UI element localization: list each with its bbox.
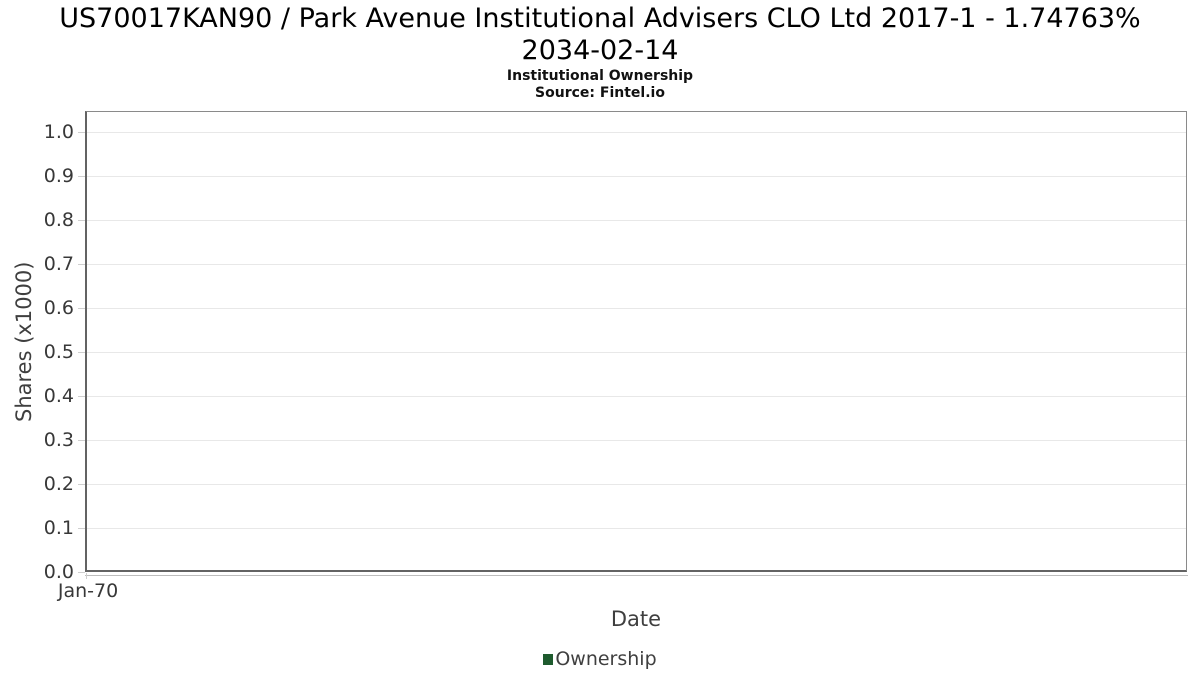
y-tick-mark: [78, 440, 85, 441]
y-tick-label: 0.3: [43, 429, 74, 451]
y-tick-label: 0.0: [43, 561, 74, 583]
chart-title-line1: US70017KAN90 / Park Avenue Institutional…: [59, 3, 1141, 34]
y-tick-mark: [78, 132, 85, 133]
y-gridline: [87, 176, 1186, 177]
y-tick-label: 0.9: [43, 165, 74, 187]
plot-area: [85, 111, 1187, 572]
y-tick-label: 1.0: [43, 121, 74, 143]
legend-label-ownership: Ownership: [555, 648, 657, 670]
y-gridline: [87, 396, 1186, 397]
x-tick-mark: [86, 573, 87, 579]
y-tick-mark: [78, 308, 85, 309]
legend: Ownership: [0, 646, 1200, 672]
y-tick-label: 0.4: [43, 385, 74, 407]
y-tick-label: 0.2: [43, 473, 74, 495]
y-tick-mark: [78, 396, 85, 397]
y-tick-label: 0.7: [43, 253, 74, 275]
x-axis-secondary-line: [85, 575, 1188, 576]
y-tick-label: 0.8: [43, 209, 74, 231]
y-gridline: [87, 264, 1186, 265]
y-tick-label: 0.6: [43, 297, 74, 319]
legend-swatch-ownership: [543, 653, 554, 665]
y-tick-mark: [78, 528, 85, 529]
y-tick-mark: [78, 484, 85, 485]
y-gridline: [87, 440, 1186, 441]
y-gridline: [87, 308, 1186, 309]
y-tick-mark: [78, 352, 85, 353]
y-tick-mark: [78, 176, 85, 177]
y-tick-mark: [78, 572, 85, 573]
chart-subtitle: Institutional Ownership: [506, 68, 694, 84]
y-tick-mark: [78, 264, 85, 265]
y-tick-label: 0.5: [43, 341, 74, 363]
y-gridline: [87, 132, 1186, 133]
y-gridline: [87, 484, 1186, 485]
y-gridline: [87, 528, 1186, 529]
y-gridline: [87, 352, 1186, 353]
x-axis-title: Date: [610, 607, 662, 631]
y-tick-mark: [78, 220, 85, 221]
y-gridline: [87, 220, 1186, 221]
x-tick-label: Jan-70: [57, 580, 119, 602]
y-tick-label: 0.1: [43, 517, 74, 539]
chart-source: Source: Fintel.io: [535, 85, 665, 101]
chart-title-line2: 2034-02-14: [521, 35, 679, 66]
